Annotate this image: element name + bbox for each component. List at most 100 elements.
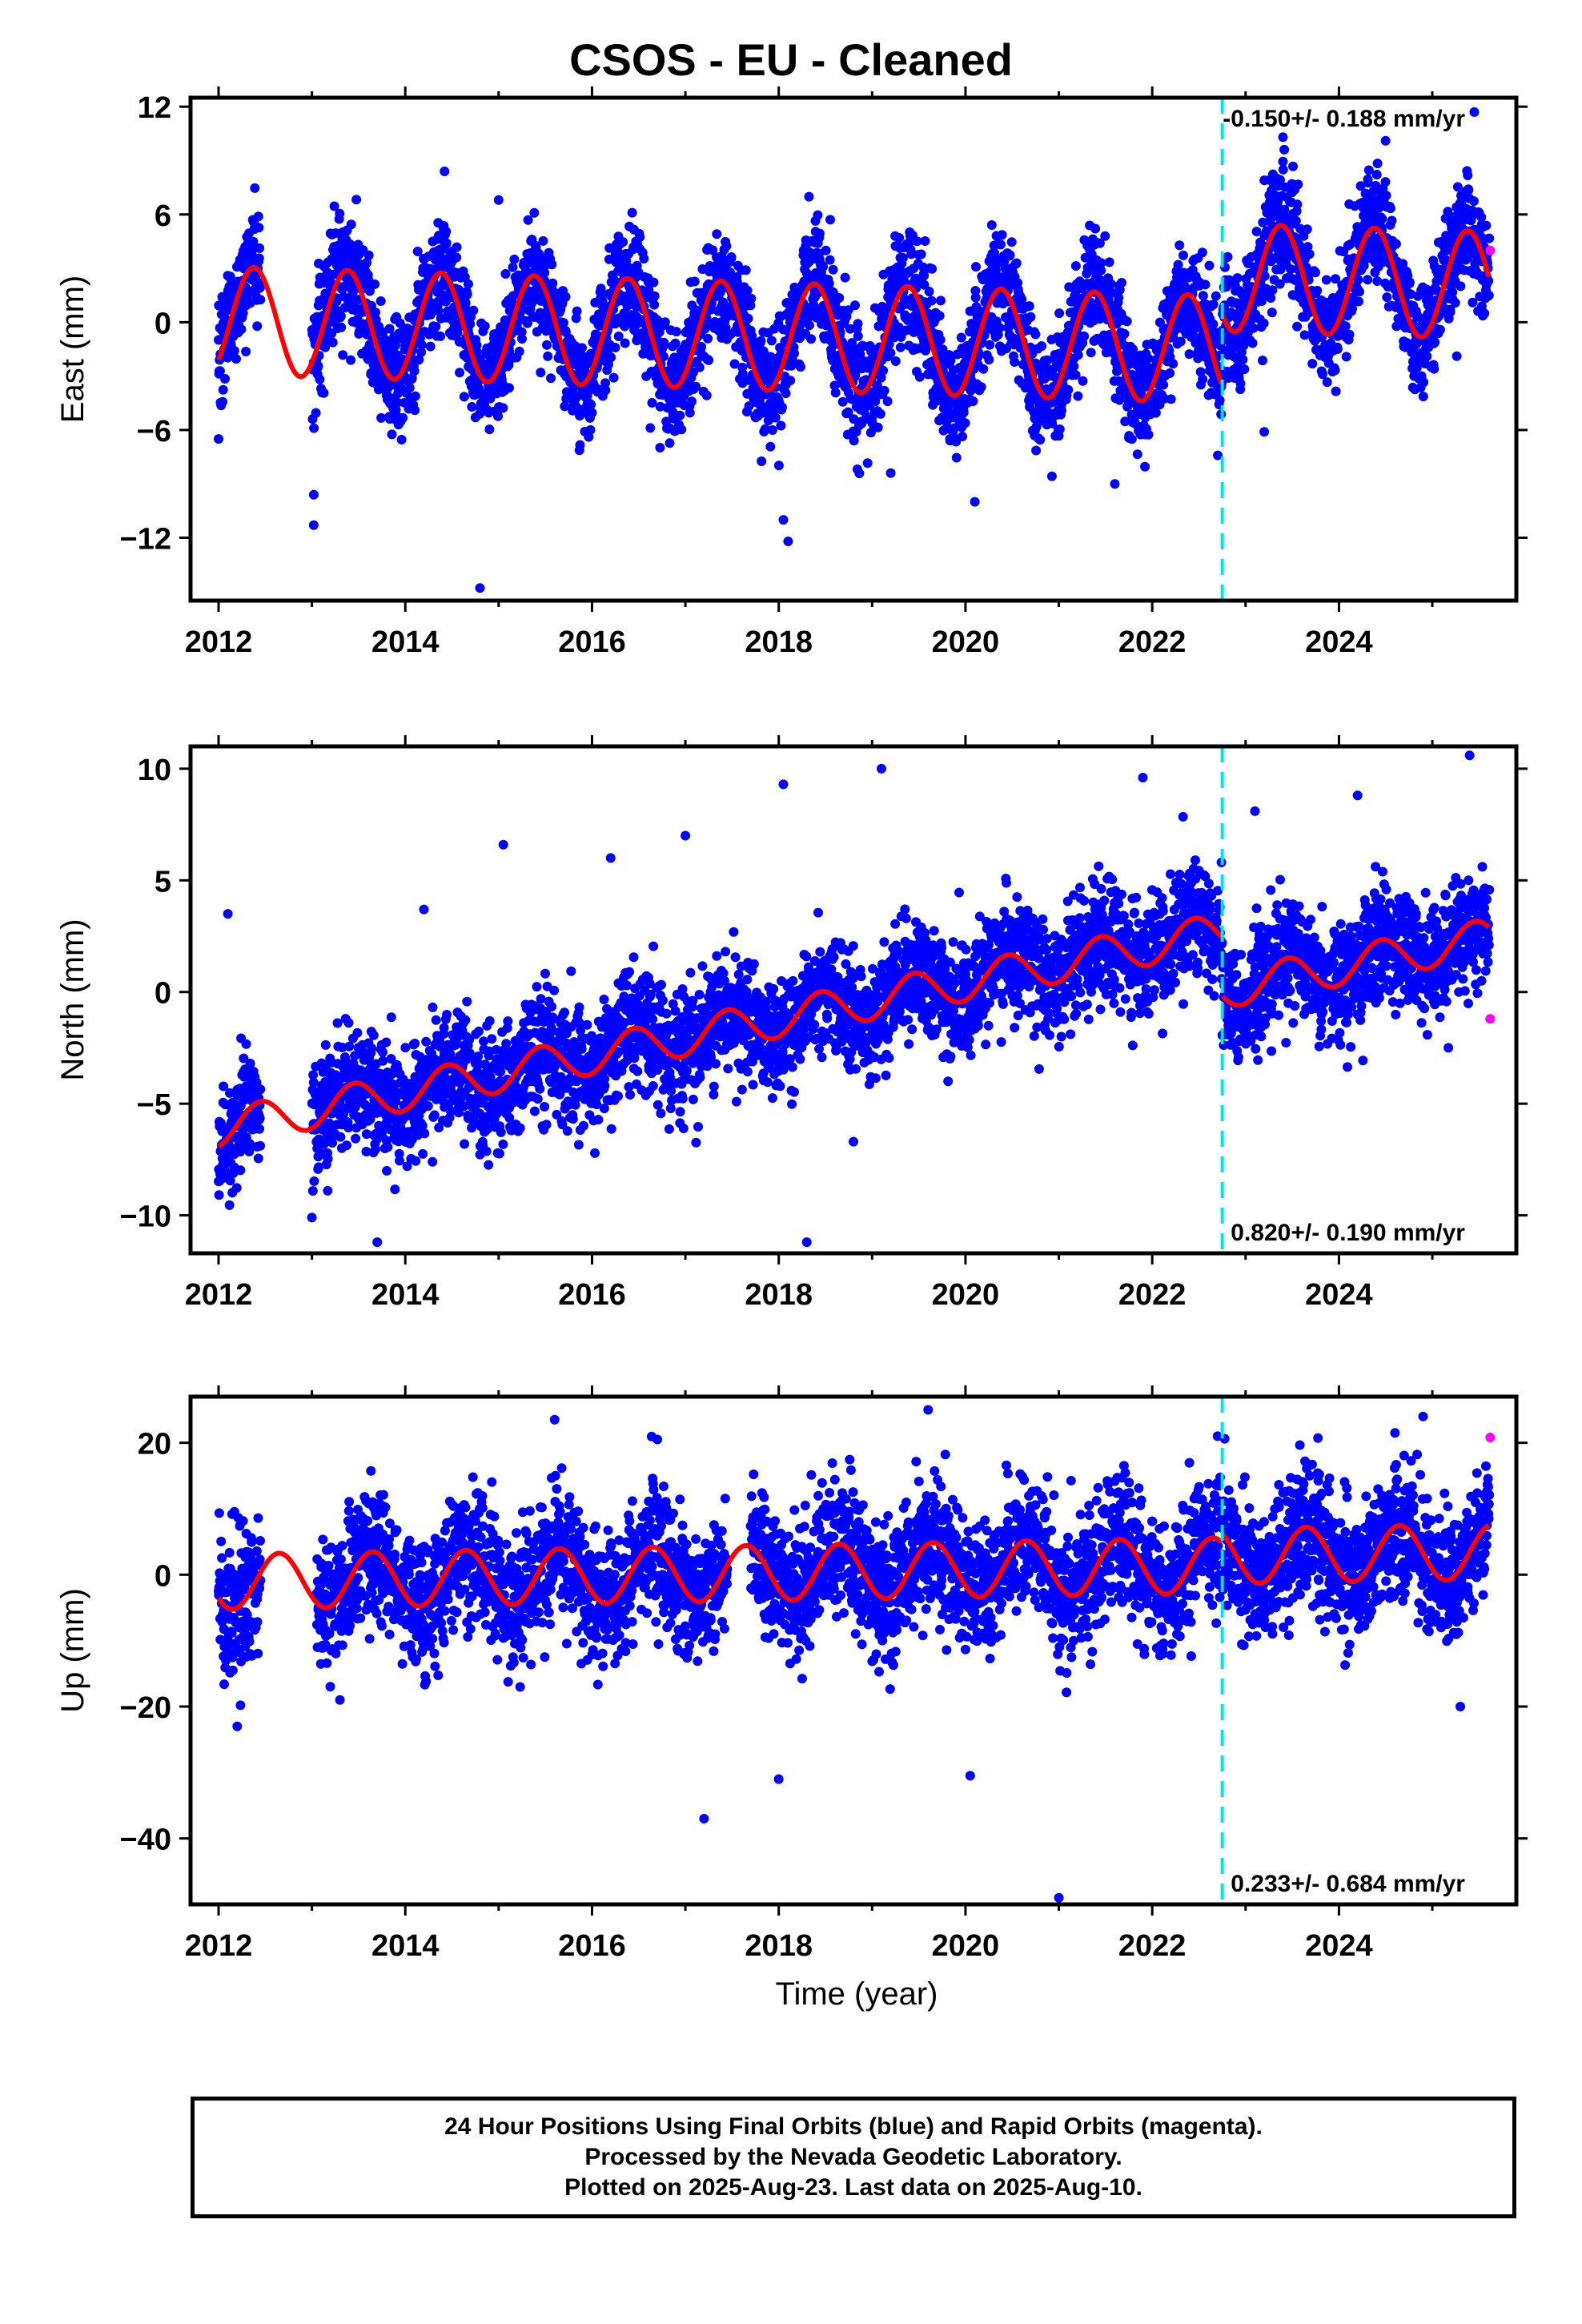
data-point: [879, 385, 889, 396]
data-point: [459, 392, 469, 402]
data-point: [412, 247, 423, 256]
data-point: [1304, 249, 1315, 259]
data-point: [1106, 279, 1116, 289]
data-point: [849, 436, 859, 446]
data-point: [985, 340, 995, 350]
final-orbit-points: [214, 750, 1496, 1248]
data-point: [575, 440, 585, 450]
data-point: [220, 374, 230, 384]
data-point: [796, 362, 805, 372]
data-point: [1122, 316, 1132, 327]
data-point: [647, 398, 657, 408]
data-point: [920, 236, 930, 246]
data-point: [1100, 231, 1110, 241]
data-point: [365, 286, 375, 296]
data-point: [1208, 319, 1219, 329]
outlier-point: [1259, 427, 1270, 437]
data-point: [1046, 471, 1057, 481]
outlier-point: [1380, 135, 1391, 146]
data-point: [498, 403, 508, 413]
data-point: [543, 351, 553, 361]
data-point: [747, 331, 757, 341]
data-point: [577, 343, 587, 353]
data-point: [254, 253, 264, 263]
data-point: [608, 372, 619, 383]
data-point: [504, 383, 514, 393]
data-point: [441, 238, 452, 248]
data-point: [1006, 237, 1017, 247]
data-point: [517, 334, 527, 344]
data-point: [785, 376, 796, 386]
data-point: [504, 360, 514, 370]
data-point: [660, 317, 670, 328]
data-point: [1377, 214, 1387, 224]
data-point: [644, 285, 654, 296]
data-point: [559, 318, 568, 328]
data-point: [536, 368, 546, 378]
data-point: [726, 252, 737, 262]
data-point: [253, 211, 263, 222]
data-point: [546, 373, 556, 384]
data-point: [387, 429, 397, 440]
data-point: [509, 254, 520, 264]
rapid-orbit-point: [1485, 245, 1496, 255]
data-point: [1456, 281, 1466, 292]
data-point: [757, 456, 767, 466]
data-point: [236, 324, 247, 335]
data-point: [976, 382, 986, 392]
data-point: [1197, 247, 1207, 258]
data-point: [1279, 144, 1290, 155]
data-point: [635, 232, 645, 242]
x-tick-label: 2018: [745, 625, 813, 659]
data-point: [431, 321, 441, 332]
data-point: [508, 291, 519, 301]
data-point: [701, 390, 712, 400]
data-point: [1292, 321, 1303, 332]
data-point: [627, 207, 637, 218]
data-point: [323, 1185, 333, 1196]
data-point: [968, 396, 978, 406]
data-point: [335, 208, 345, 219]
data-point: [560, 292, 571, 302]
data-point: [1450, 298, 1460, 308]
data-point: [346, 355, 356, 365]
data-point: [1463, 171, 1473, 180]
data-point: [313, 361, 323, 372]
data-point: [1288, 161, 1298, 171]
data-point: [1005, 250, 1015, 260]
data-point: [645, 423, 656, 433]
data-point: [687, 396, 697, 407]
final-orbit-points: [214, 107, 1496, 593]
data-point: [1078, 376, 1088, 386]
data-point: [840, 272, 850, 283]
data-point: [1279, 204, 1290, 215]
data-point: [1418, 392, 1428, 402]
data-point: [255, 1084, 266, 1095]
velocity-label: -0.150+/- 0.188 mm/yr: [1223, 106, 1465, 132]
data-point: [1126, 434, 1137, 444]
data-point: [1481, 220, 1492, 231]
data-point: [433, 306, 444, 316]
data-point: [1011, 258, 1022, 268]
data-point: [1293, 179, 1303, 190]
data-point: [658, 352, 669, 362]
data-point: [345, 239, 355, 249]
data-point: [715, 287, 725, 297]
y-tick-label: 12: [138, 91, 171, 125]
data-point: [375, 296, 386, 306]
data-point: [218, 396, 228, 407]
data-point: [927, 263, 938, 274]
data-point: [378, 1047, 387, 1057]
outlier-point: [214, 434, 223, 444]
data-point: [708, 245, 718, 255]
data-point: [1344, 329, 1355, 340]
data-point: [362, 257, 372, 267]
data-point: [1215, 395, 1225, 405]
data-point: [373, 384, 383, 395]
data-point: [1178, 250, 1188, 260]
data-point: [825, 215, 835, 225]
data-point: [1223, 251, 1233, 262]
data-point: [311, 408, 321, 418]
data-point: [241, 1039, 251, 1049]
